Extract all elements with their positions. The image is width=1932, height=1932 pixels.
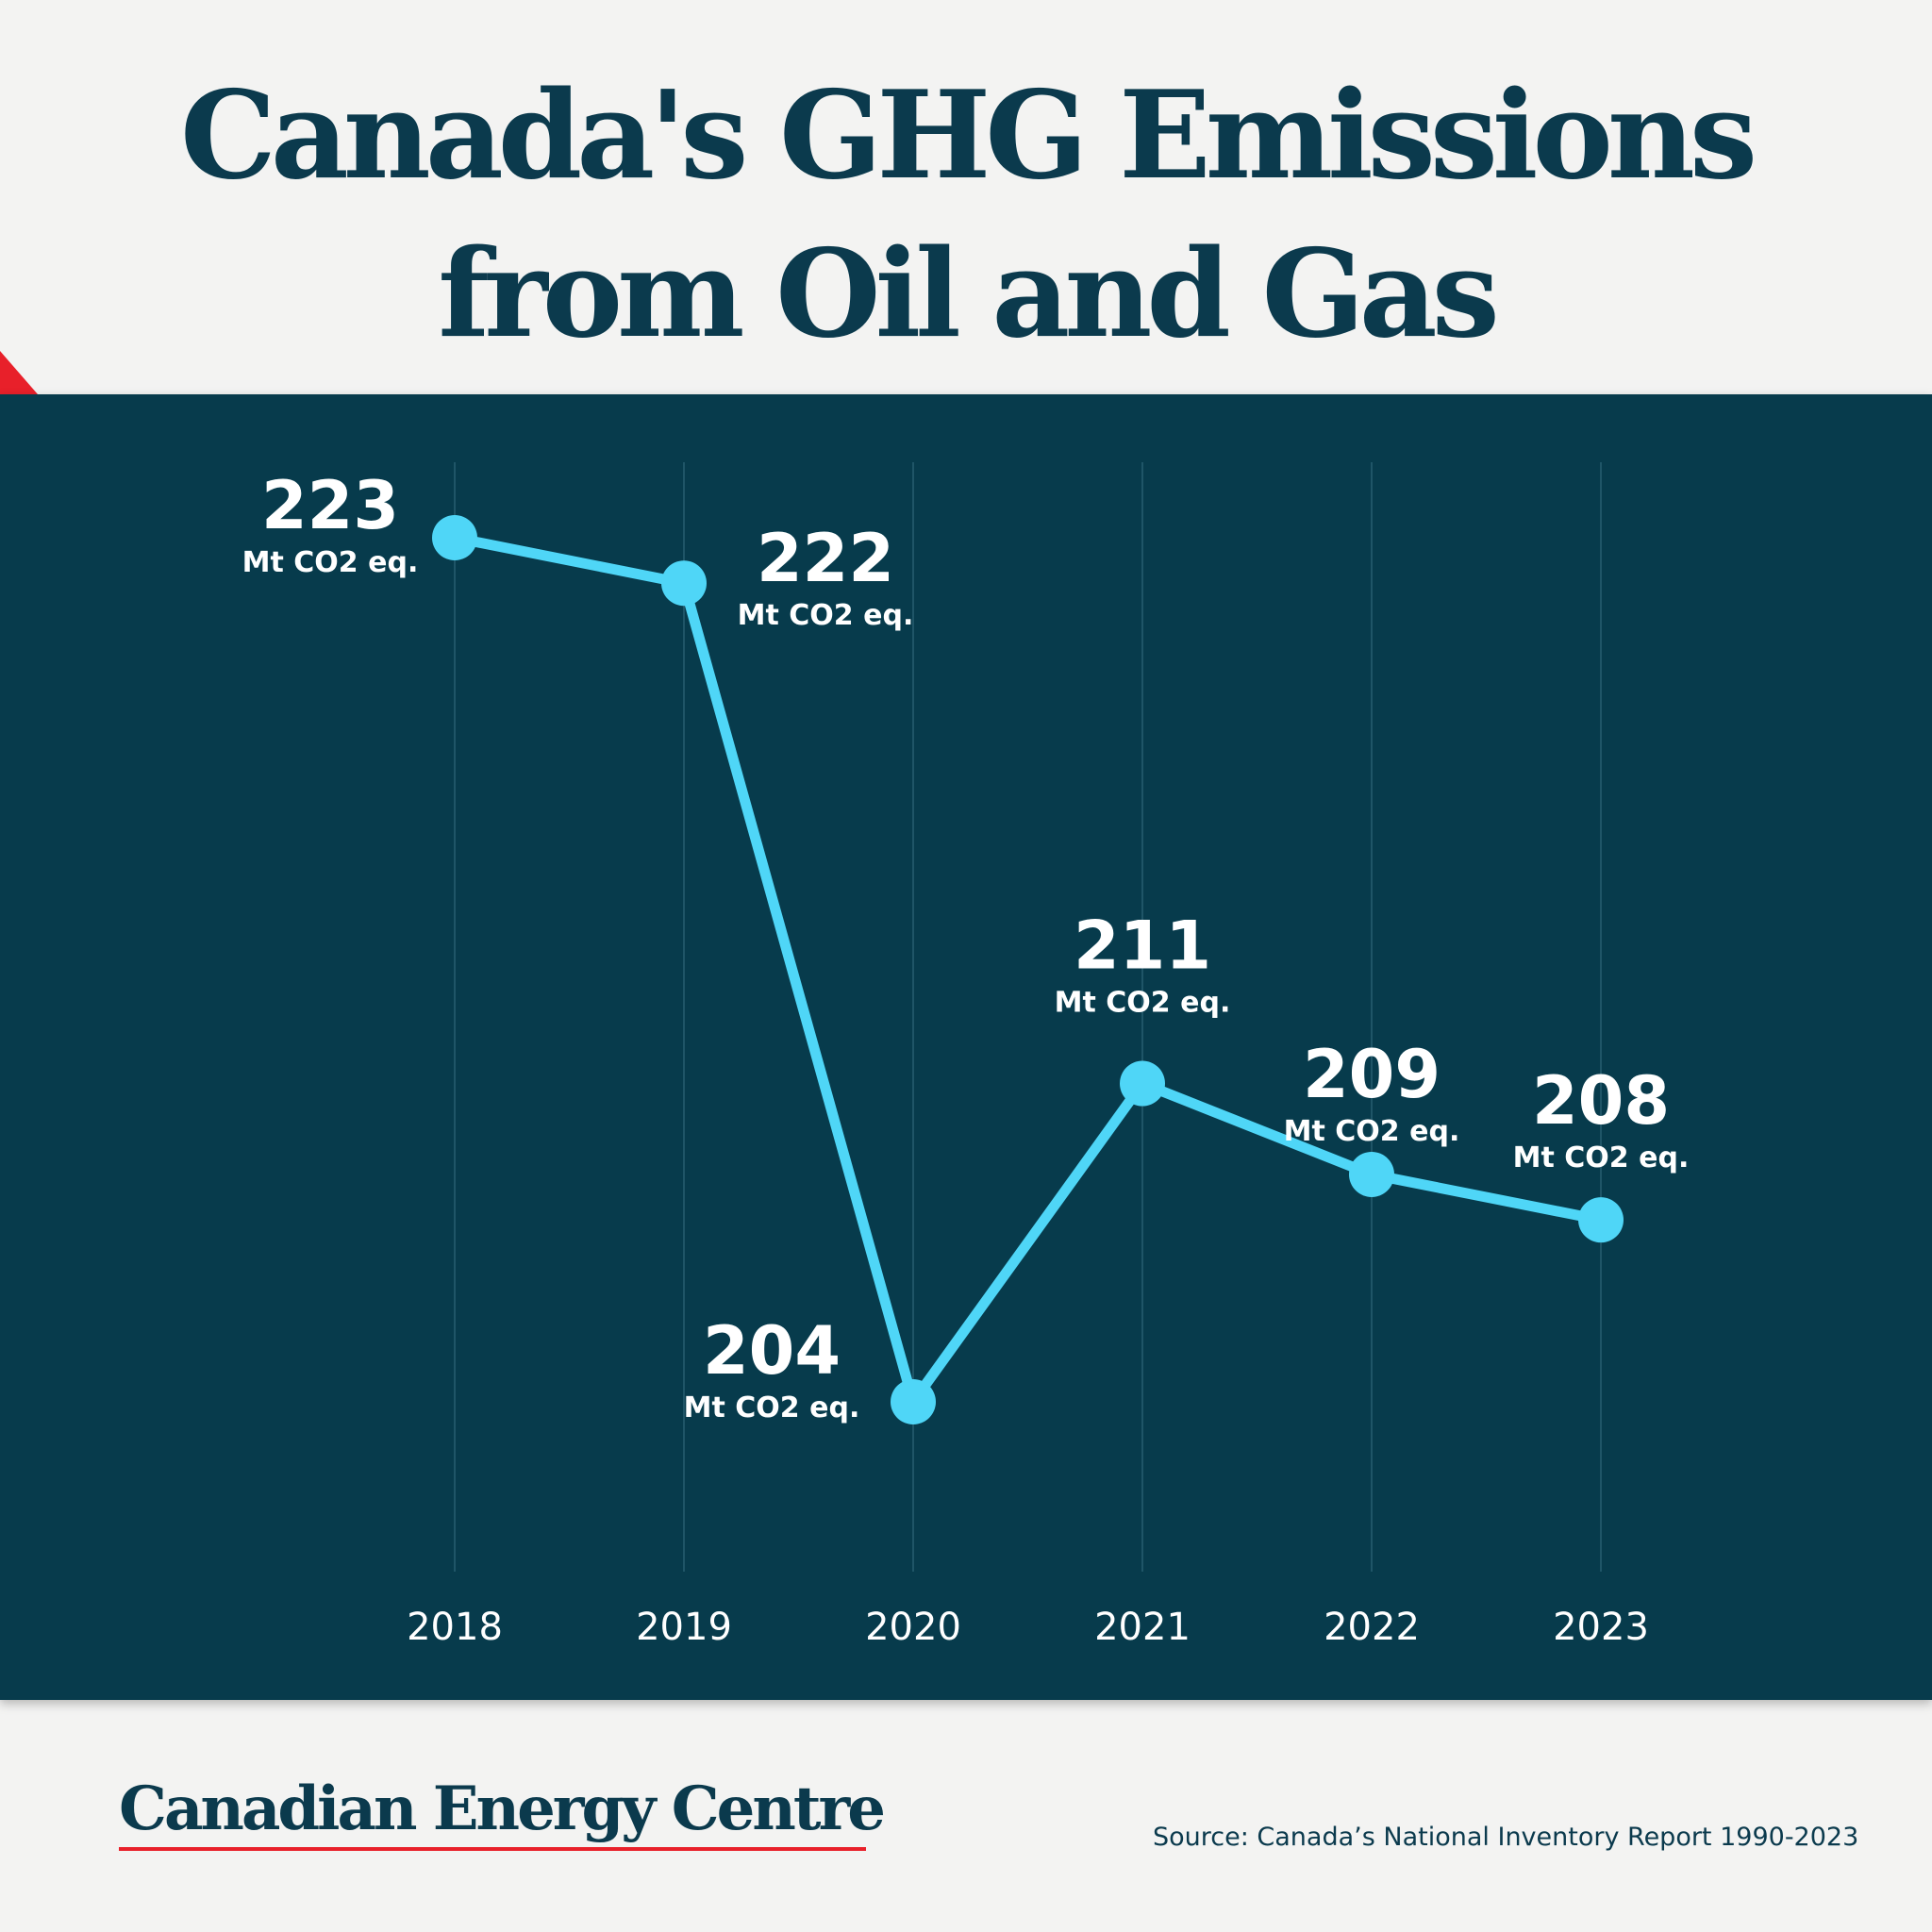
x-tick-label-2021: 2021 [1094,1606,1191,1649]
x-tick-label-2020: 2020 [865,1606,961,1649]
data-label-value-2018: 223 [261,467,399,544]
data-point-2021 [1120,1060,1165,1107]
series-line [449,532,1607,1407]
data-label-unit-2022: Mt CO2 eq. [1284,1115,1460,1148]
data-label-value-2020: 204 [703,1312,841,1390]
data-label-value-2021: 211 [1074,908,1211,985]
data-point-2022 [1349,1151,1394,1197]
source-note: Source: Canada’s National Inventory Repo… [1153,1823,1859,1852]
data-label-unit-2019: Mt CO2 eq. [738,599,914,632]
data-label-unit-2023: Mt CO2 eq. [1513,1141,1690,1174]
data-point-2019 [661,560,707,607]
data-label-value-2022: 209 [1303,1036,1441,1113]
chart-title-line-1: Canada's GHG Emissions [179,65,1757,207]
data-label-unit-2020: Mt CO2 eq. [684,1391,860,1424]
x-tick-label-2018: 2018 [407,1606,503,1649]
brand-underline [119,1847,866,1851]
x-tick-label-2022: 2022 [1324,1606,1420,1649]
data-label-unit-2021: Mt CO2 eq. [1055,987,1231,1020]
chart-panel: 2018 2019 2020 2021 2022 2023 223 Mt CO2 eq. 222… [0,394,1932,1700]
brand-logo-text: Canadian Energy Centre [119,1774,886,1844]
data-label-value-2023: 208 [1532,1062,1670,1140]
data-point-2018 [432,515,477,560]
x-tick-label-2023: 2023 [1553,1606,1649,1649]
x-tick-label-2019: 2019 [636,1606,732,1649]
chart-title: Canada's GHG Emissions from Oil and Gas [0,57,1932,374]
data-label-unit-2018: Mt CO2 eq. [242,546,419,579]
data-point-2023 [1578,1197,1624,1243]
data-label-value-2019: 222 [757,520,894,597]
data-point-2020 [891,1379,936,1424]
chart-title-line-2: from Oil and Gas [438,224,1500,365]
